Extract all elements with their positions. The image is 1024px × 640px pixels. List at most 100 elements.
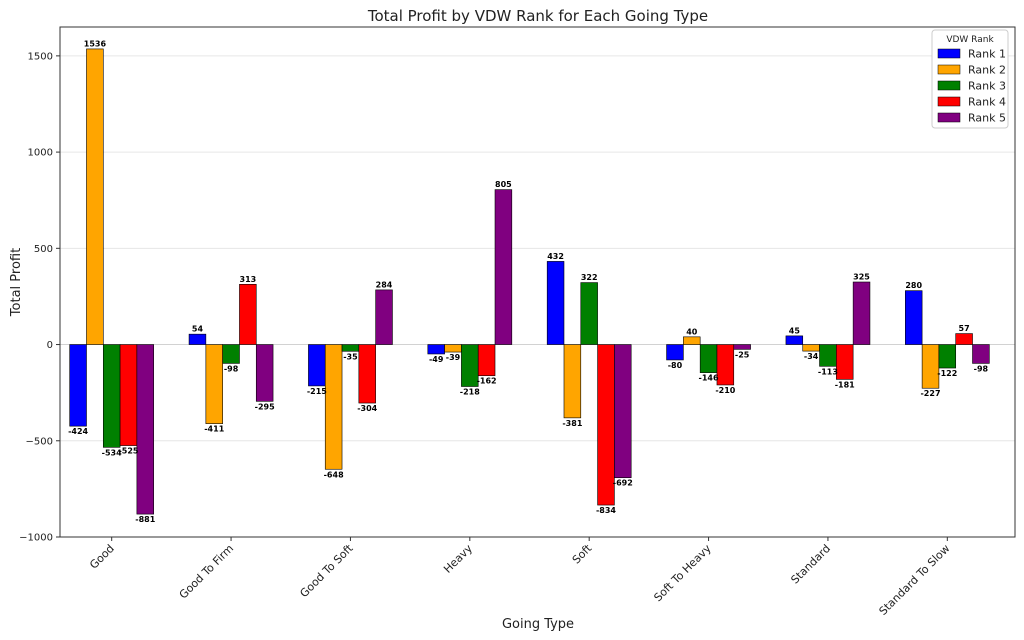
- data-label: 45: [789, 326, 801, 335]
- data-label: -411: [204, 425, 224, 434]
- bar: [921, 344, 940, 389]
- legend-label: Rank 4: [968, 96, 1006, 109]
- bar: [205, 344, 223, 424]
- bar: [905, 290, 923, 345]
- x-tick-label: Standard To Slow: [876, 542, 952, 618]
- legend-swatch: [937, 64, 961, 75]
- data-label: 1536: [84, 39, 107, 48]
- data-label: 313: [240, 275, 257, 284]
- data-label: 54: [192, 325, 204, 334]
- bar: [427, 344, 445, 355]
- x-tick-label: Good To Soft: [297, 541, 356, 600]
- legend-swatch: [937, 112, 961, 123]
- bar: [324, 344, 343, 470]
- data-label: -34: [804, 352, 819, 361]
- bar: [341, 344, 360, 352]
- data-label: -218: [460, 388, 480, 397]
- data-label: -98: [224, 364, 239, 373]
- data-label: 322: [581, 273, 598, 282]
- data-label: -210: [715, 386, 735, 395]
- bar: [102, 344, 121, 448]
- bar: [222, 344, 240, 364]
- bar: [477, 344, 496, 377]
- legend-swatch: [937, 48, 961, 59]
- bar: [119, 344, 138, 446]
- bar: [802, 344, 820, 352]
- data-label: -122: [937, 369, 957, 378]
- data-label: -381: [562, 419, 582, 428]
- bar: [614, 344, 632, 479]
- legend-title: VDW Rank: [946, 35, 994, 45]
- data-label: -648: [324, 470, 344, 479]
- x-axis-title: Going Type: [502, 617, 574, 632]
- bar: [358, 344, 376, 404]
- bar: [938, 344, 957, 369]
- legend-swatch: [937, 80, 961, 91]
- y-tick-label: 0: [47, 340, 53, 351]
- data-label: -215: [307, 387, 327, 396]
- plot-frame: [59, 26, 1016, 538]
- bar: [239, 284, 257, 345]
- y-tick-label: 1000: [28, 148, 53, 159]
- y-tick-label: 500: [34, 244, 53, 255]
- bar: [563, 344, 582, 419]
- data-label: -39: [446, 353, 461, 362]
- data-label: 432: [547, 252, 564, 261]
- chart-title: Total Profit by VDW Rank for Each Going …: [367, 7, 708, 25]
- data-label: -881: [135, 515, 155, 524]
- data-label: -146: [699, 374, 719, 383]
- y-axis-title: Total Profit: [9, 248, 24, 317]
- bar: [136, 344, 154, 515]
- bar: [666, 344, 684, 361]
- bar: [69, 344, 87, 427]
- bar: [494, 189, 513, 345]
- x-tick-label: Soft To Heavy: [651, 542, 714, 605]
- bars: [69, 48, 990, 515]
- data-label: -181: [835, 380, 855, 389]
- legend-swatch: [937, 96, 961, 107]
- bar: [699, 344, 718, 373]
- x-tick-label: Standard: [788, 542, 833, 587]
- bar: [255, 344, 274, 402]
- data-label: -113: [818, 367, 838, 376]
- data-label: -424: [68, 427, 88, 436]
- y-tick-label: −1000: [19, 533, 53, 544]
- bar: [444, 344, 462, 353]
- data-label: -49: [429, 355, 444, 364]
- legend-label: Rank 5: [968, 112, 1006, 125]
- bar: [375, 289, 393, 345]
- bar: [785, 335, 804, 345]
- bar: [733, 344, 751, 350]
- data-label: -304: [357, 404, 377, 413]
- y-axis: −1000 −500 0 500 1000 1500: [19, 51, 60, 544]
- bar: [308, 344, 326, 387]
- x-tick-label: Good To Firm: [177, 542, 237, 602]
- data-label: -25: [735, 350, 750, 359]
- y-tick-label: 1500: [28, 51, 53, 62]
- data-label: 284: [376, 280, 393, 289]
- bar: [972, 344, 990, 364]
- data-label: -834: [596, 506, 616, 515]
- data-label: 325: [853, 273, 870, 282]
- legend-label: Rank 3: [968, 80, 1006, 93]
- data-label: -525: [118, 447, 138, 456]
- data-label: -227: [920, 389, 940, 398]
- data-label: -35: [343, 352, 358, 361]
- x-axis: Good Good To Firm Good To Soft Heavy Soft Sof…: [87, 537, 952, 618]
- bar: [852, 281, 871, 345]
- legend-label: Rank 2: [968, 64, 1006, 77]
- data-label: -295: [255, 402, 275, 411]
- data-label: 57: [959, 324, 970, 333]
- data-label: -692: [613, 479, 633, 488]
- data-label: 805: [495, 180, 512, 189]
- bar: [188, 333, 207, 345]
- x-tick-label: Good: [87, 542, 117, 572]
- data-label: 40: [686, 327, 698, 336]
- data-label: -534: [102, 448, 122, 457]
- legend: VDW Rank Rank 1 Rank 2 Rank 3 Rank 4 Rank 5: [931, 29, 1009, 129]
- bar: [86, 48, 104, 345]
- x-tick-label: Heavy: [441, 542, 475, 576]
- bar: [955, 333, 973, 345]
